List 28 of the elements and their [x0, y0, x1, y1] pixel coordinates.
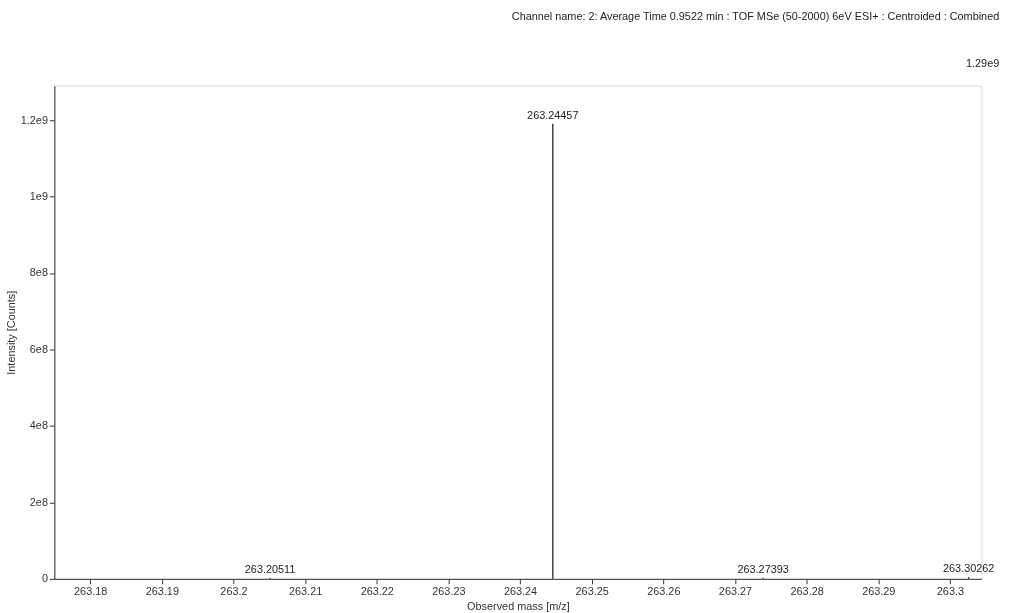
y-axis-title: Intensity [Counts] [4, 290, 17, 375]
x-tick-label: 263.23 [432, 585, 466, 598]
y-tick-label: 2e8 [29, 495, 48, 508]
annotation: 263.24457 [527, 108, 579, 121]
x-tick-label: 263.21 [289, 585, 323, 598]
y-tick-label: 1.2e9 [20, 113, 48, 126]
y-tick-label: 8e8 [29, 266, 48, 279]
x-tick-label: 263.22 [360, 585, 394, 598]
text: 1.29e9 [966, 56, 1000, 69]
annotation: 263.20511 [244, 562, 296, 575]
y-tick-label: 6e8 [29, 342, 48, 355]
y-tick-label: 0 [41, 572, 48, 585]
x-tick-label: 263.27 [718, 585, 753, 598]
chart-title: Channel name: 2: Average Time 0.9522 min : TOF MSe (50-2000) 6eV ESI+ : Centroided : Combined [511, 10, 1000, 23]
x-tick-label: 263.2 [220, 585, 248, 598]
x-tick-label: 263.18 [74, 585, 108, 598]
x-tick-label: 263.24 [503, 585, 538, 598]
x-tick-label: 263.26 [647, 585, 681, 598]
x-tick-label: 263.25 [575, 585, 609, 598]
y-tick-label: 4e8 [29, 419, 48, 432]
annotation: 263.27393 [737, 562, 789, 575]
x-axis-title: Observed mass [m/z] [467, 599, 570, 612]
y-tick-label: 1e9 [29, 189, 48, 202]
x-tick-label: 263.19 [145, 585, 179, 598]
x-tick-label: 263.3 [936, 585, 965, 598]
x-tick-label: 263.28 [790, 585, 824, 598]
annotation: 263.30262 [943, 561, 995, 574]
x-tick-label: 263.29 [862, 585, 896, 598]
